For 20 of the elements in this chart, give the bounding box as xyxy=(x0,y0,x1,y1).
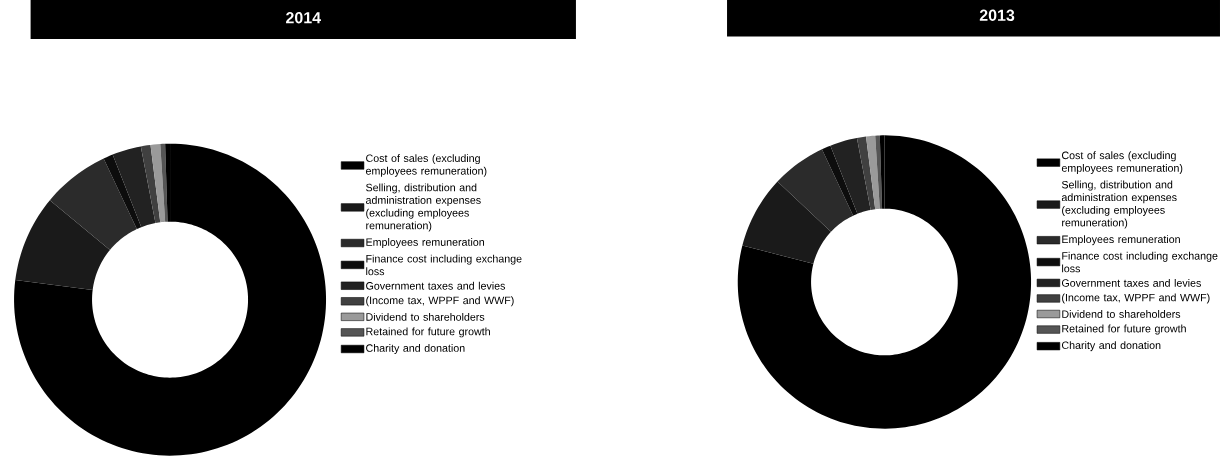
legend-label: Employees remuneration xyxy=(366,238,485,248)
legend-label: Government taxes and levies xyxy=(1061,278,1201,287)
legend-label: Dividend to shareholders xyxy=(1062,310,1181,318)
legend-label: Government taxes and levies xyxy=(366,281,506,290)
legend-label: Charity and donation xyxy=(366,344,465,354)
legend-label: Employees remuneration xyxy=(1062,235,1180,246)
chart-title: 2014 xyxy=(286,12,321,24)
chart-title: 2013 xyxy=(979,9,1015,21)
legend-label: Cost of sales (excluding employees remuneration) xyxy=(366,154,487,177)
legend-label: Dividend to shareholders xyxy=(366,312,485,321)
legend-label: Selling, distribution and administration expenses (excluding employees remuneration) xyxy=(1061,180,1177,229)
legend-label: Retained for future growth xyxy=(1062,324,1186,335)
legend-label: Charity and donation xyxy=(1061,341,1161,352)
legend-label: Finance cost including exchange loss xyxy=(366,254,522,276)
legend-label: Retained for future growth xyxy=(366,327,490,338)
legend-label: Selling, distribution and administration expenses (excluding employees remuneration) xyxy=(366,183,481,232)
legend-label: (Income tax, WPPF and WWF) xyxy=(366,296,514,307)
legend-label: (Income tax, WPPF and WWF) xyxy=(1062,293,1210,304)
legend-label: Cost of sales (excluding employees remuneration) xyxy=(1061,151,1183,174)
legend-label: Finance cost including exchange loss xyxy=(1062,251,1218,273)
